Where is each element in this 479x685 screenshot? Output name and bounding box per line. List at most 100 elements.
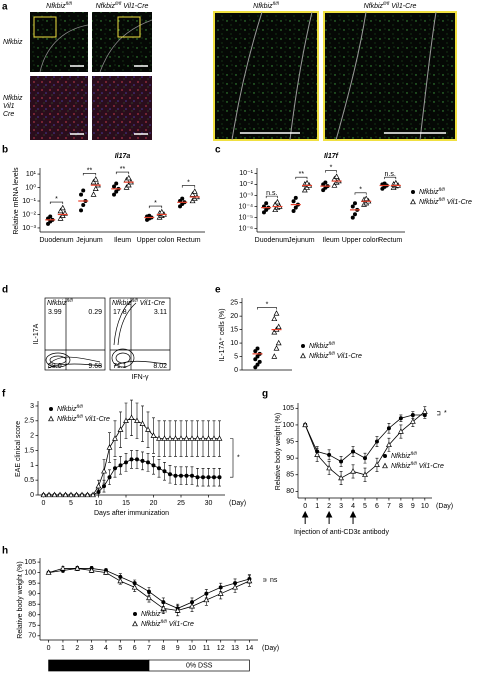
marker [60,565,66,571]
legend-label-part: Vil1-Cre [447,199,472,206]
column-header-part: Vil1-Cre [123,3,148,10]
marker [338,474,344,481]
legend-marker [301,344,305,348]
marker [40,491,47,498]
marker [331,182,338,188]
injection-arrow [349,510,357,524]
marker [57,491,63,498]
sig-bracket [263,578,267,582]
panel-label: h [2,546,8,557]
arrow-label: Injection of anti-CD3ε antibody [294,529,389,536]
sig-label: ** [120,166,126,173]
panel-label: c [215,145,221,156]
x-tick-label: 8 [161,645,165,652]
marker [48,214,53,219]
y-tick-label: 100 [24,569,36,576]
y-axis-label: Relative body weight (%) [17,561,24,638]
plot-header: Nfkbizfl/fl [47,298,74,307]
marker [161,435,168,441]
marker [117,577,124,584]
plot-header-part: fl/fl [66,298,73,304]
legend-label-part: Nfkbiz [57,406,77,413]
tissue-outline [231,11,437,141]
marker [79,192,84,197]
quadrant-value: 3.99 [48,309,62,316]
marker [374,461,380,467]
legend-label-part: fl/fl [410,451,417,457]
x-unit: (Day) [436,503,453,510]
marker [81,188,86,193]
y-tick-label: 90 [28,591,36,598]
y-tick-label: 105 [282,405,294,412]
legend-label-part: Nfkbiz [141,611,161,618]
marker [147,589,151,594]
legend-label: Nfkbizfl/fl Vil1-Cre [419,197,472,206]
y-tick-label: 85 [28,601,36,608]
marker [217,590,224,596]
marker [326,464,333,471]
legend-label-part: Nfkbiz [391,453,411,460]
legend-label-part: Vil1-Cre [337,353,362,360]
marker [350,215,355,220]
legend-label: Nfkbizfl/fl Vil1-Cre [309,351,362,360]
panel-label: d [2,285,8,296]
legend-label-part: Vil1-Cre [169,621,194,628]
x-tick-label: 13 [231,645,239,652]
marker [79,208,84,213]
y-axis-label: IL-17A⁺ cells (%) [219,308,226,361]
marker [90,491,96,498]
y-tick-label: 95 [28,580,36,587]
legend-label-part: fl/fl [160,619,167,625]
y-tick-label: 1.5 [24,447,34,454]
legend-label: Nfkbizfl/fl [141,609,168,618]
flow-plot [44,297,106,371]
sig-label: ns [270,577,278,584]
marker [273,345,280,351]
x-tick-label: 3 [90,645,94,652]
x-tick-label: Ileum [114,237,131,244]
column-header-part: Vil1-Cre [391,3,416,10]
marker [57,215,64,221]
column-header-part: fl/fl [115,1,122,7]
plot-header: Nfkbizfl/fl Vil1-Cre [112,298,165,307]
sig-label: n.s. [385,171,396,178]
marker [167,435,173,441]
marker [172,435,179,441]
sig-bracket [115,171,130,175]
contour [113,299,167,367]
tissue-outline [39,19,153,73]
y-tick-label: 10⁻⁵ [239,214,253,221]
y-tick-label: 10⁰ [25,183,36,191]
y-tick-label: 20 [230,313,238,320]
marker [146,594,152,601]
x-tick-label: 0 [303,503,307,510]
y-tick-label: 15 [230,326,238,333]
x-tick-label: 6 [375,503,379,510]
column-header-part: Nfkbiz [96,3,116,10]
sig-label: ** [87,167,93,174]
x-tick-label: 1 [315,503,319,510]
marker [212,475,216,480]
micrograph [92,76,152,140]
legend-label: Nfkbizfl/fl [57,404,84,413]
y-tick-label: 75 [28,622,36,629]
x-unit: (Day) [229,500,246,507]
marker [118,463,123,468]
x-tick-label: Ileum [322,237,339,244]
sig-bracket [181,185,196,188]
marker [257,359,262,364]
y-tick-label: 10⁻⁴ [239,203,254,210]
marker [51,491,58,498]
marker [201,475,205,480]
sig-bracket [82,173,97,176]
marker [271,315,278,322]
column-header: Nfkbizfl/fl Vil1-Cre [96,1,149,10]
legend-label-part: Nfkbiz [419,199,439,206]
marker [302,421,309,428]
marker [84,491,91,498]
marker [180,196,185,201]
y-axis-label: Relative body weight (%) [275,413,282,490]
marker [255,362,260,367]
marker [147,213,152,218]
marker [106,444,113,450]
